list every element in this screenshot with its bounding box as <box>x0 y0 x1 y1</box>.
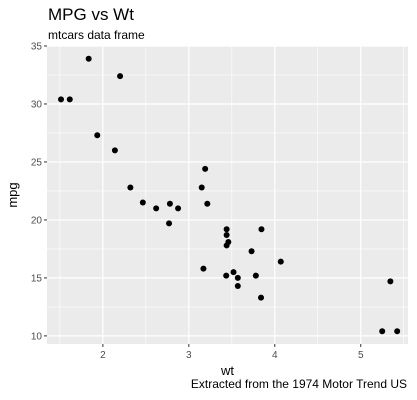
data-point <box>200 265 207 272</box>
data-point <box>248 248 255 255</box>
data-points <box>58 55 401 335</box>
data-point <box>223 242 230 249</box>
data-point <box>223 226 230 233</box>
data-point <box>153 205 160 212</box>
data-point <box>66 96 73 103</box>
data-point <box>94 132 101 139</box>
data-point <box>111 147 118 154</box>
data-point <box>166 200 173 207</box>
data-point <box>58 96 65 103</box>
data-point <box>198 184 205 191</box>
y-tick-label: 35 <box>31 42 43 53</box>
x-tick-label: 3 <box>186 350 192 361</box>
y-tick-label: 30 <box>31 99 43 110</box>
data-point <box>258 294 265 301</box>
y-tick-label: 15 <box>31 273 43 284</box>
axis-ticks: 2 3 4 5 10 15 20 25 30 35 <box>31 42 364 362</box>
data-point <box>204 200 211 207</box>
chart-title: MPG vs Wt <box>48 5 134 24</box>
data-point <box>223 232 230 239</box>
data-point <box>166 220 173 227</box>
data-point <box>127 184 134 191</box>
data-point <box>234 274 241 281</box>
data-point <box>234 283 241 290</box>
data-point <box>230 269 237 276</box>
data-point <box>223 272 230 279</box>
data-point <box>252 272 259 279</box>
x-tick-label: 5 <box>358 350 364 361</box>
y-tick-label: 25 <box>31 157 43 168</box>
data-point <box>139 199 146 206</box>
data-point <box>387 278 394 285</box>
major-gridlines <box>47 45 408 344</box>
data-point <box>277 258 284 265</box>
x-tick-label: 4 <box>272 350 278 361</box>
data-point <box>175 205 182 212</box>
minor-gridlines <box>47 46 408 344</box>
data-point <box>117 73 124 80</box>
x-tick-label: 2 <box>100 350 106 361</box>
y-tick-label: 10 <box>31 331 43 342</box>
y-axis-label: mpg <box>5 182 20 207</box>
plot-panel <box>47 46 408 344</box>
data-point <box>258 226 265 233</box>
data-point <box>379 328 386 335</box>
y-tick-label: 20 <box>31 215 43 226</box>
data-point <box>202 165 209 172</box>
chart-caption: Extracted from the 1974 Motor Trend US <box>190 377 407 391</box>
x-axis-label: wt <box>220 363 234 378</box>
data-point <box>85 55 92 62</box>
data-point <box>394 328 401 335</box>
chart-subtitle: mtcars data frame <box>48 28 145 42</box>
